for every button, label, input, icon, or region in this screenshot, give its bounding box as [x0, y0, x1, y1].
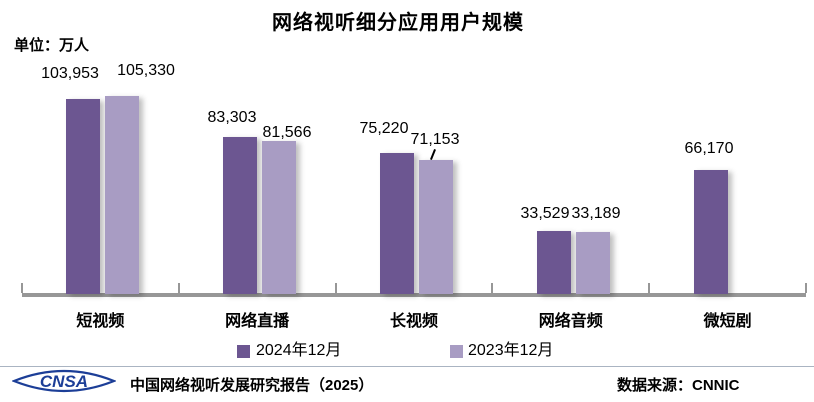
value-label-短视频-2023年12月: 105,330 [117, 62, 175, 79]
cnsa-logo-text: CNSA [40, 372, 88, 391]
category-label-短视频: 短视频 [76, 313, 125, 330]
category-label-微短剧: 微短剧 [703, 313, 752, 330]
legend-label-2023: 2023年12月 [468, 342, 554, 359]
bar-短视频-2023年12月 [105, 96, 140, 294]
x-axis-tick [491, 283, 494, 293]
bar-长视频-2023年12月 [419, 160, 453, 294]
category-label-网络音频: 网络音频 [538, 313, 603, 330]
value-label-微短剧-2024年12月: 66,170 [684, 140, 734, 157]
bar-网络音频-2023年12月 [575, 231, 610, 294]
value-label-网络音频-2023年12月: 33,189 [571, 205, 621, 222]
bar-短视频-2024年12月 [66, 98, 101, 294]
x-axis-tick [805, 283, 807, 293]
bar-网络音频-2024年12月 [536, 230, 571, 294]
legend-swatch-2024 [237, 345, 250, 358]
bar-微短剧-2024年12月 [693, 169, 728, 294]
report-title: 中国网络视听发展研究报告（2025） [130, 377, 374, 394]
chart-title: 网络视听细分应用用户规模 [272, 12, 524, 34]
value-label-网络音频-2024年12月: 33,529 [520, 205, 570, 222]
legend-swatch-2023 [450, 345, 463, 358]
value-label-网络直播-2024年12月: 83,303 [207, 109, 257, 126]
bar-网络直播-2024年12月 [223, 137, 258, 294]
x-axis-tick [177, 283, 180, 293]
legend-label-2024: 2024年12月 [256, 342, 342, 359]
bar-长视频-2024年12月 [380, 152, 414, 294]
data-source: 数据来源：CNNIC [617, 377, 740, 394]
x-axis-tick [334, 283, 337, 293]
value-label-长视频-2023年12月: 71,153 [410, 131, 460, 148]
plot-area: 103,953 105,330 短视频 83,303 81,566 网络直播 75,220 7… [21, 62, 807, 330]
label-leader-line [430, 149, 436, 160]
value-label-网络直播-2023年12月: 81,566 [262, 124, 312, 141]
category-label-长视频: 长视频 [389, 313, 439, 330]
x-axis-tick [21, 283, 23, 293]
bar-网络直播-2023年12月 [262, 140, 297, 294]
cnsa-logo-lens [12, 369, 116, 393]
cnsa-logo: CNSA [12, 369, 116, 393]
x-axis-tick [648, 283, 651, 293]
category-label-网络直播: 网络直播 [225, 313, 290, 330]
footer-divider [0, 366, 814, 367]
x-axis-line [22, 293, 806, 297]
value-label-短视频-2024年12月: 103,953 [41, 65, 99, 82]
value-label-长视频-2024年12月: 75,220 [359, 120, 409, 137]
unit-label: 单位：万人 [14, 37, 90, 54]
